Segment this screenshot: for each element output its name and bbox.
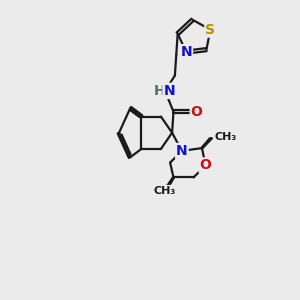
Text: N: N (176, 144, 188, 158)
Text: N: N (181, 45, 192, 59)
Text: CH₃: CH₃ (214, 132, 236, 142)
Text: CH₃: CH₃ (154, 186, 176, 196)
Text: S: S (205, 23, 215, 37)
Text: O: O (191, 105, 203, 119)
Text: O: O (200, 158, 211, 172)
Text: N: N (164, 84, 175, 98)
Text: HN: HN (154, 84, 177, 98)
